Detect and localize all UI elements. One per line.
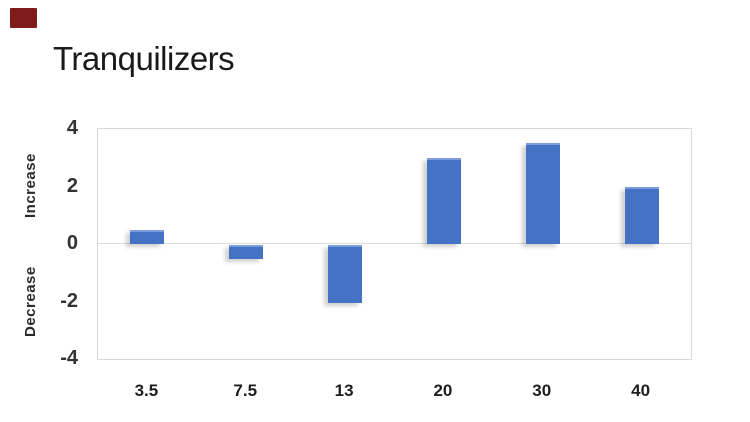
x-axis-label: 20	[433, 381, 453, 400]
bar-40	[624, 186, 659, 244]
x-axis-labels: 3.5 7.5 13 20 30 40	[97, 381, 690, 403]
bar-7.5	[229, 245, 264, 260]
y-tick-label: 0	[66, 232, 78, 254]
x-axis-label: 7.5	[233, 381, 258, 400]
y-tick-label: -2	[60, 289, 78, 312]
x-axis-label: 3.5	[134, 381, 159, 400]
x-axis-label: 13	[334, 381, 354, 400]
red-square-badge	[10, 8, 37, 28]
zero-gridline	[98, 243, 691, 244]
chart-title: Tranquilizers	[53, 40, 235, 77]
bar-30	[525, 143, 560, 244]
y-tick-label: 2	[66, 174, 78, 197]
bar-20	[426, 157, 461, 244]
bar-13	[328, 245, 363, 303]
y-axis-ticks: 4 2 0 -2 -4	[36, 117, 78, 369]
bar-3.5	[130, 229, 165, 244]
x-axis-label: 40	[631, 381, 651, 400]
plot-area	[97, 128, 692, 360]
y-tick-label: 4	[66, 117, 78, 139]
y-tick-label: -4	[60, 347, 78, 369]
x-axis-label: 30	[532, 381, 552, 400]
